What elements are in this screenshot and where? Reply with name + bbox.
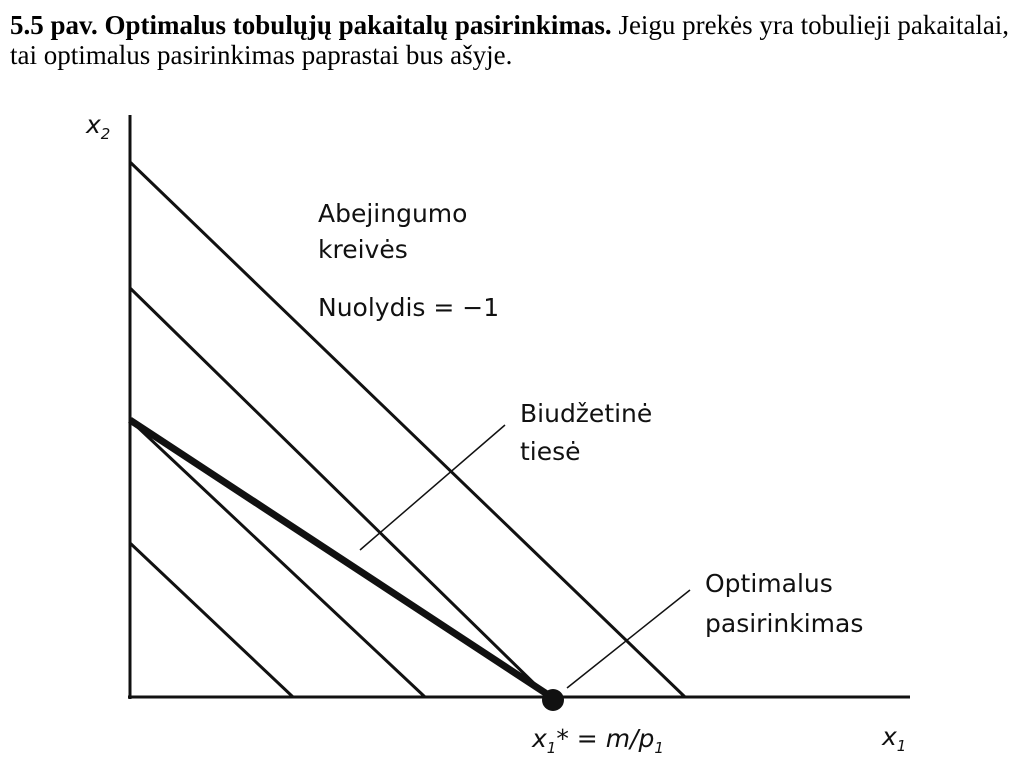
- annotation: kreivės: [318, 235, 408, 264]
- indifference-curve: [128, 286, 550, 699]
- budget-line: [128, 417, 555, 701]
- caption-text: Jeigu prekės yra tobulieji pakaitalai, t…: [10, 10, 1010, 70]
- indifference-curve: [128, 160, 687, 699]
- symbol: x: [85, 110, 101, 139]
- leader-line: [566, 589, 691, 689]
- caption: 5.5 pav. Optimalus tobulųjų pakaitalų pa…: [10, 10, 1015, 70]
- subscript: 1: [897, 737, 907, 755]
- leader-line: [359, 424, 506, 551]
- indifference-curve: [128, 541, 295, 699]
- y-axis-label: x2: [85, 110, 110, 143]
- subscript: 1: [547, 739, 557, 757]
- annotation: Biudžetinė: [520, 399, 652, 428]
- optimum-point: [542, 689, 564, 711]
- subscript: 1: [654, 739, 664, 757]
- symbol: x: [531, 724, 547, 753]
- figure-title: 5.5 pav. Optimalus tobulųjų pakaitalų pa…: [10, 10, 612, 40]
- annotation: Optimalus: [705, 569, 833, 598]
- equals: * =: [556, 724, 605, 753]
- optimum-label: x1* = m/p1: [531, 724, 664, 757]
- x-axis-label: x1: [881, 722, 906, 755]
- indifference-curve: [128, 418, 427, 699]
- annotation: pasirinkimas: [705, 609, 863, 638]
- annotation: Nuolydis = −1: [318, 293, 499, 322]
- annotation: tiesė: [520, 437, 581, 466]
- annotation: Abejingumo: [318, 199, 467, 228]
- symbol: x: [881, 722, 897, 751]
- subscript: 2: [101, 125, 111, 143]
- ratio: m/p: [606, 724, 655, 753]
